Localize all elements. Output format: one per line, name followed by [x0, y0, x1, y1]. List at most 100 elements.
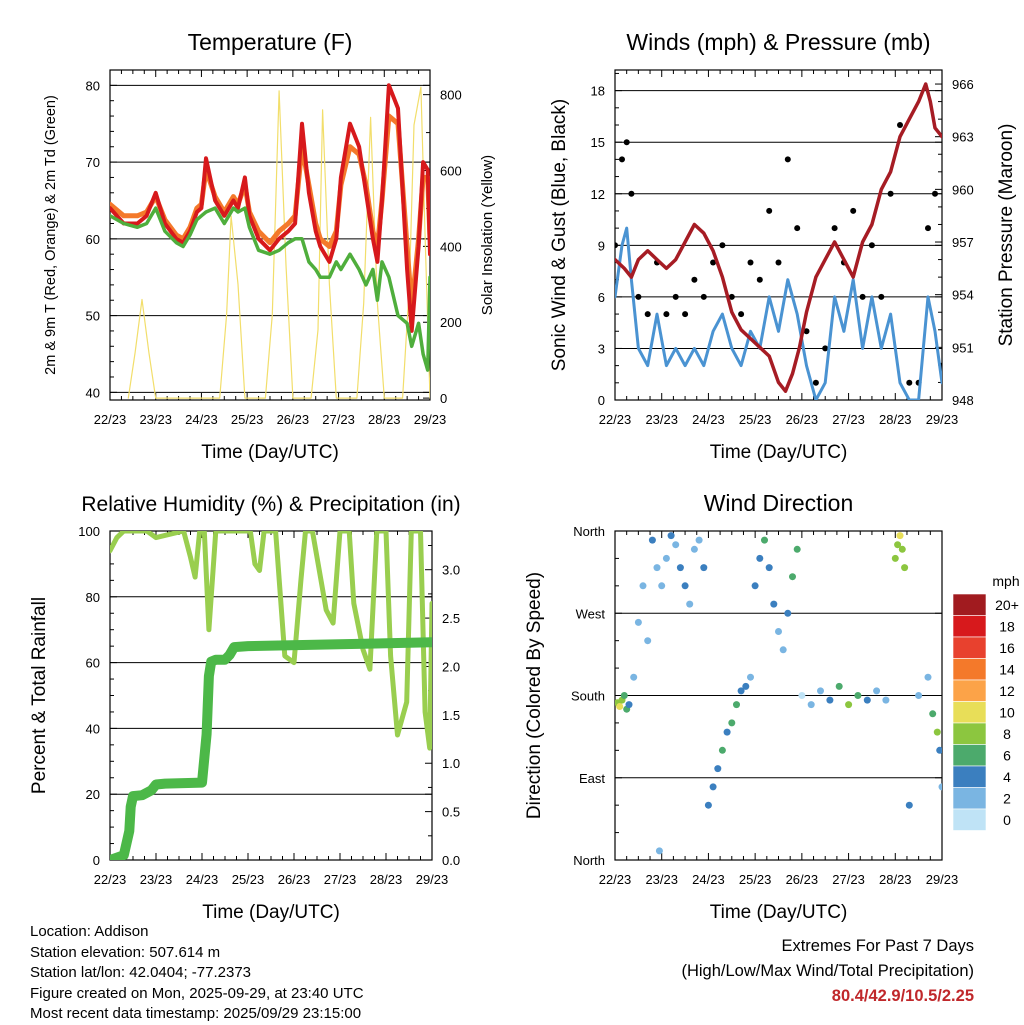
gust-point [635, 293, 642, 300]
winds-ytick-right-label: 966 [952, 77, 974, 92]
direction-xtick-label: 24/23 [692, 872, 725, 887]
direction-xtick-label: 29/23 [926, 872, 959, 887]
direction-xtick-label: 23/23 [645, 872, 678, 887]
humidity-xtick-label: 27/23 [324, 872, 357, 887]
gust-point [906, 379, 913, 386]
humidity-xtick-label: 29/23 [416, 872, 449, 887]
direction-point [789, 573, 796, 581]
direction-point [938, 783, 942, 791]
temperature-ytick-right-label: 400 [440, 239, 462, 254]
direction-point [742, 682, 750, 690]
temp-2m-line [110, 83, 430, 333]
direction-point [658, 582, 666, 590]
humidity-xtick-label: 23/23 [140, 872, 173, 887]
gust-point [682, 311, 689, 318]
direction-xtick-label: 22/23 [599, 872, 632, 887]
direction-xtick-label: 27/23 [832, 872, 865, 887]
winds-xlabel: Time (Day/UTC) [710, 442, 848, 463]
direction-point [915, 692, 923, 699]
speed-legend: mph 20+ 18 16 14 12 10 8 6 4 2 0 [952, 573, 1020, 831]
winds-xtick-label: 29/23 [926, 412, 959, 427]
gust-point [878, 293, 885, 300]
direction-ytick-label: North [573, 524, 605, 539]
humidity-ytick-label: 60 [86, 656, 100, 671]
gust-point [831, 225, 838, 232]
temperature-xtick-label: 29/23 [414, 412, 447, 427]
gust-point [822, 345, 829, 352]
humidity-xlabel: Time (Day/UTC) [202, 902, 340, 923]
winds-ytick-right-label: 957 [952, 235, 974, 250]
direction-point [798, 692, 806, 699]
gust-point [775, 259, 782, 266]
direction-point [676, 564, 684, 572]
winds-ylabel: Sonic Wind & Gust (Blue, Black) [549, 99, 570, 371]
direction-point [681, 582, 689, 590]
sonic-wind-line [615, 226, 942, 400]
legend-label: 2 [1003, 791, 1011, 807]
winds-xtick-label: 26/23 [786, 412, 819, 427]
direction-point [737, 687, 745, 695]
direction-xtick-label: 25/23 [739, 872, 772, 887]
temperature-xtick-label: 23/23 [139, 412, 172, 427]
direction-point [709, 783, 717, 791]
humidity-ytick-label: 20 [86, 787, 100, 802]
temperature-ylabel: 2m & 9m T (Red, Orange) & 2m Td (Green) [43, 95, 59, 375]
winds-ytick-label: 18 [591, 84, 605, 99]
gust-point [672, 293, 679, 300]
total-precipitation-line [110, 637, 432, 860]
direction-point [648, 536, 656, 544]
direction-point [929, 710, 937, 718]
legend-swatch [952, 679, 987, 702]
legend-swatch [952, 658, 987, 681]
direction-point [775, 628, 782, 635]
direction-point [784, 609, 792, 617]
legend-swatch [952, 722, 987, 745]
direction-point [662, 554, 670, 562]
winds-xtick-label: 28/23 [879, 412, 912, 427]
temperature-xtick-label: 24/23 [185, 412, 218, 427]
gust-point [756, 276, 763, 283]
gust-point [932, 190, 938, 197]
humidity-panel: Relative Humidity (%) & Precipitation (i… [29, 493, 461, 923]
humidity-ytick-label: 40 [86, 721, 100, 736]
legend-label: 20+ [995, 597, 1019, 613]
legend-label: 16 [999, 640, 1015, 656]
temperature-ytick-right-label: 200 [440, 315, 462, 330]
direction-point [644, 637, 652, 645]
direction-point [933, 728, 941, 736]
direction-point [924, 673, 932, 681]
winds-xtick-label: 24/23 [692, 412, 725, 427]
direction-point [733, 701, 740, 709]
humidity-ytick-right-label: 2.5 [442, 611, 460, 626]
direction-xlabel: Time (Day/UTC) [710, 902, 848, 923]
extremes-subtitle: (High/Low/Max Wind/Total Precipitation) [681, 962, 974, 980]
winds-xtick-label: 27/23 [832, 412, 865, 427]
legend-swatch [952, 615, 987, 638]
direction-point [704, 801, 712, 809]
extremes-title: Extremes For Past 7 Days [781, 937, 974, 955]
legend-label: 18 [999, 619, 1015, 635]
winds-title: Winds (mph) & Pressure (mb) [626, 29, 930, 55]
legend-swatch [952, 808, 987, 831]
direction-point [620, 692, 628, 699]
legend-swatch [952, 765, 987, 788]
direction-point [639, 582, 647, 590]
humidity-xtick-label: 22/23 [94, 872, 127, 887]
gust-point [925, 225, 931, 232]
winds-xtick-label: 22/23 [599, 412, 632, 427]
humidity-xtick-label: 25/23 [232, 872, 265, 887]
legend-title: mph [992, 573, 1019, 589]
direction-point [718, 746, 726, 754]
winds-ytick-right-label: 951 [952, 340, 974, 355]
gust-point [619, 156, 625, 163]
temperature-xtick-label: 27/23 [322, 412, 355, 427]
station-latlon: Station lat/lon: 42.0404; -77.2373 [30, 964, 252, 981]
extremes-values: 80.4/42.9/10.5/2.25 [831, 987, 974, 1005]
direction-point [898, 545, 906, 553]
direction-point [891, 554, 899, 562]
direction-point [653, 564, 661, 572]
legend-swatch [952, 744, 987, 767]
winds-ytick-right-label: 960 [952, 182, 974, 197]
humidity-ytick-right-label: 0.0 [442, 853, 460, 868]
